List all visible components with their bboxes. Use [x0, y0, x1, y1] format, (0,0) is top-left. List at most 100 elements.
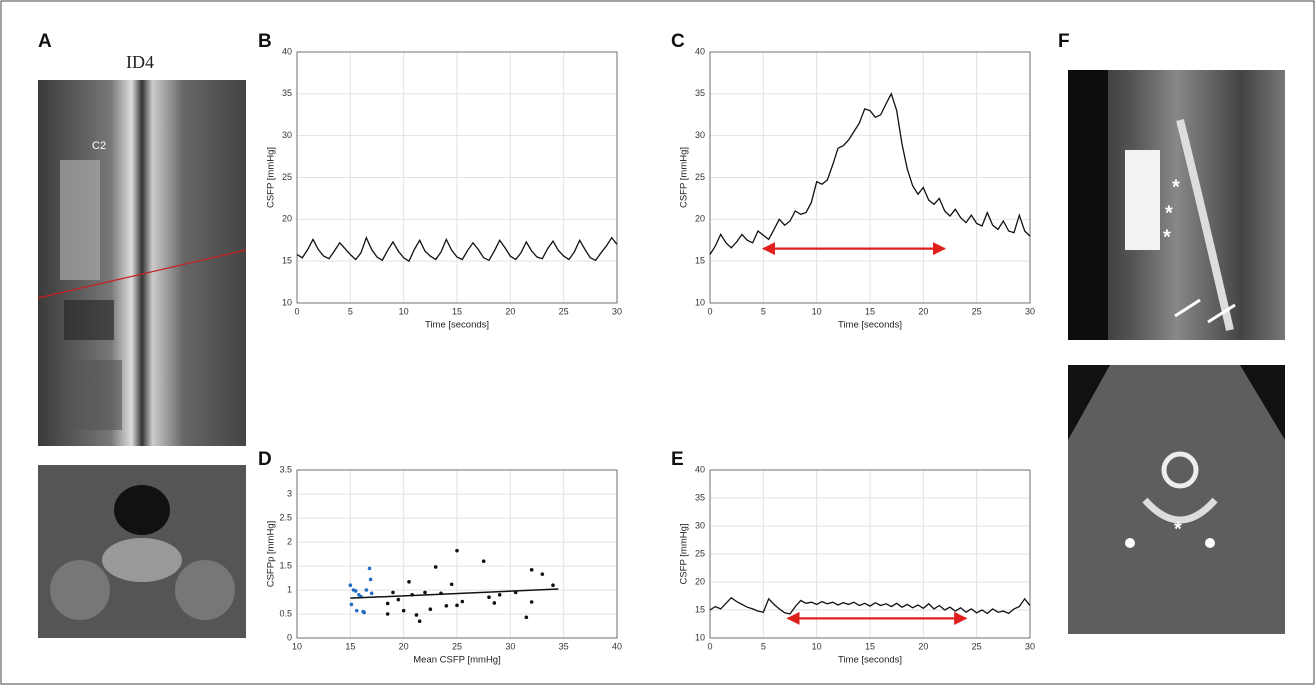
x-tick-label: 40 [612, 641, 622, 651]
scatter-point [417, 619, 422, 623]
x-tick-label: 30 [1025, 641, 1035, 651]
y-tick-label: 3 [287, 488, 292, 498]
scatter-point [524, 615, 529, 620]
x-tick-label: 15 [345, 641, 355, 651]
panel-label: B [258, 31, 272, 52]
x-tick-label: 30 [1025, 306, 1035, 316]
y-tick-label: 40 [282, 46, 292, 56]
scatter-point [407, 580, 411, 584]
x-tick-label: 0 [707, 306, 712, 316]
data-line [709, 596, 1031, 615]
scatter-point [401, 608, 406, 613]
x-tick-label: 10 [292, 641, 302, 651]
marker: * [1172, 176, 1180, 198]
scatter-point [362, 610, 367, 615]
mri-sagittal [37, 80, 247, 446]
x-tick-label: 35 [559, 641, 569, 651]
ct-sagittal [1068, 70, 1285, 340]
x-axis-label: Time [seconds] [838, 655, 902, 666]
axes-box [709, 51, 1031, 304]
panel-label: C [671, 31, 685, 52]
y-tick-label: 35 [695, 492, 705, 502]
scatter-point [460, 599, 465, 604]
y-tick-label: 1 [287, 584, 292, 594]
y-tick-label: 2.5 [279, 512, 292, 522]
data-line [296, 235, 618, 263]
y-tick-label: 40 [695, 464, 705, 474]
scatter-point [529, 600, 534, 604]
scatter-point [444, 604, 449, 608]
y-axis-label: CSFPp [mmHg] [266, 521, 277, 588]
panel-label: F [1058, 31, 1070, 52]
scatter-point [551, 583, 555, 587]
y-tick-label: 40 [695, 46, 705, 56]
y-axis-label: CSFP [mmHg] [266, 147, 277, 208]
scatter-point [433, 565, 438, 569]
y-tick-label: 35 [695, 88, 705, 98]
x-tick-label: 10 [399, 306, 409, 316]
x-tick-label: 30 [612, 306, 622, 316]
scatter-point [455, 603, 459, 608]
scatter-point [353, 589, 358, 593]
x-tick-label: 15 [865, 641, 875, 651]
y-tick-label: 35 [282, 88, 292, 98]
y-tick-label: 30 [282, 130, 292, 140]
x-tick-label: 5 [761, 306, 766, 316]
y-tick-label: 30 [695, 130, 705, 140]
x-tick-label: 30 [505, 641, 515, 651]
scatter-point [367, 566, 372, 571]
x-tick-label: 25 [452, 641, 462, 651]
marker: * [1163, 226, 1171, 248]
y-tick-label: 25 [695, 172, 705, 182]
scatter-point [385, 612, 390, 616]
y-tick-label: 20 [695, 214, 705, 224]
fit-line [350, 588, 559, 599]
scatter-point [481, 559, 486, 563]
panel-label: D [258, 449, 272, 470]
y-tick-label: 3.5 [279, 464, 292, 474]
ct-axial [1068, 365, 1285, 634]
scatter-point [487, 595, 491, 599]
marker: * [1165, 202, 1173, 224]
scatter-point [348, 583, 353, 587]
y-tick-label: 0 [287, 632, 292, 642]
y-tick-label: 1.5 [279, 560, 292, 570]
axes-box [296, 469, 618, 639]
data-line [709, 92, 1031, 255]
x-tick-label: 15 [452, 306, 462, 316]
y-tick-label: 15 [695, 604, 705, 614]
x-tick-label: 15 [865, 306, 875, 316]
scatter-point [540, 572, 545, 576]
axes-box [296, 51, 618, 304]
scatter-point [414, 613, 419, 617]
y-tick-label: 15 [282, 256, 292, 266]
panel-label: A [38, 31, 52, 52]
x-tick-label: 10 [812, 306, 822, 316]
x-tick-label: 0 [294, 306, 299, 316]
y-tick-label: 30 [695, 520, 705, 530]
x-tick-label: 25 [972, 641, 982, 651]
scatter-point [349, 602, 354, 607]
scatter-point [368, 577, 373, 582]
x-tick-label: 5 [761, 641, 766, 651]
axes-box [709, 469, 1031, 639]
x-tick-label: 20 [399, 641, 409, 651]
y-tick-label: 20 [695, 576, 705, 586]
panel-label: E [671, 449, 684, 470]
y-tick-label: 15 [695, 256, 705, 266]
marker: * [1174, 518, 1182, 540]
scatter-point [423, 590, 427, 595]
x-tick-label: 20 [918, 641, 928, 651]
mri-axial [38, 465, 246, 638]
x-tick-label: 25 [559, 306, 569, 316]
x-axis-label: Time [seconds] [838, 320, 902, 331]
y-tick-label: 25 [695, 548, 705, 558]
x-tick-label: 20 [505, 306, 515, 316]
y-tick-label: 25 [282, 172, 292, 182]
y-tick-label: 10 [695, 297, 705, 307]
y-tick-label: 10 [282, 297, 292, 307]
x-tick-label: 25 [972, 306, 982, 316]
x-tick-label: 5 [348, 306, 353, 316]
scatter-point [492, 601, 497, 605]
